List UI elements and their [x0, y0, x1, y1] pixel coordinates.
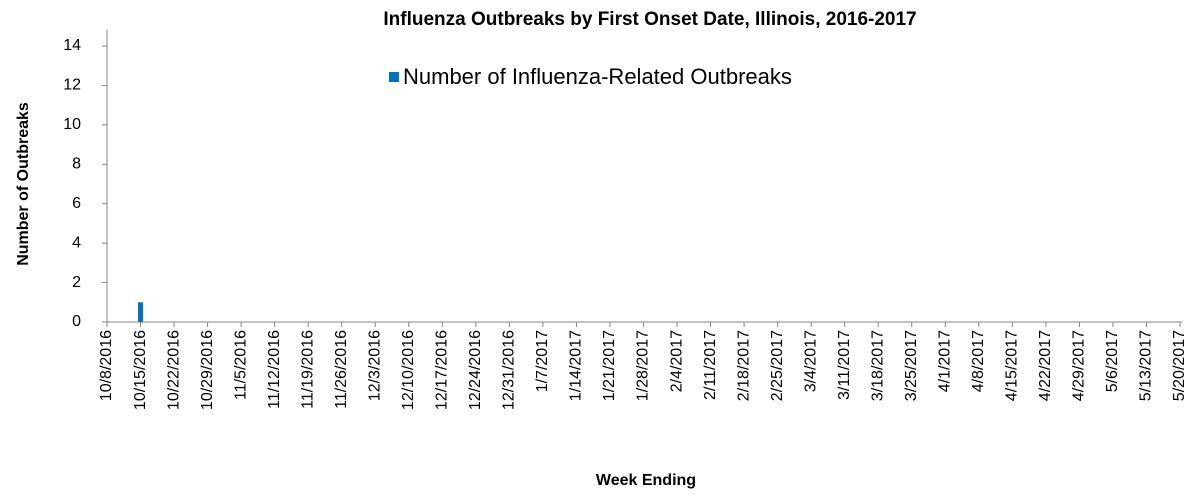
x-tick-label: 12/17/2016	[434, 330, 451, 410]
y-tick-label: 14	[63, 37, 81, 54]
x-tick-label: 4/1/2017	[937, 330, 954, 392]
x-tick-label: 10/15/2016	[132, 330, 149, 410]
y-tick-label: 0	[72, 313, 81, 330]
y-tick-label: 2	[72, 274, 81, 291]
x-tick-label: 4/15/2017	[1004, 330, 1021, 401]
x-tick-label: 2/25/2017	[769, 330, 786, 401]
legend-swatch	[389, 72, 399, 82]
x-tick-label: 11/26/2016	[333, 330, 350, 409]
x-tick-label: 5/13/2017	[1138, 330, 1155, 401]
x-tick-label: 3/18/2017	[869, 330, 886, 401]
x-tick-label: 3/11/2017	[836, 330, 853, 400]
x-tick-label: 4/22/2017	[1037, 330, 1054, 401]
x-tick-label: 4/29/2017	[1071, 330, 1088, 401]
y-tick-label: 6	[72, 195, 81, 212]
x-tick-label: 12/31/2016	[501, 330, 518, 410]
x-tick-label: 10/22/2016	[165, 330, 182, 410]
y-axis-title: Number of Outbreaks	[15, 102, 32, 266]
x-tick-label: 2/18/2017	[735, 330, 752, 401]
x-tick-label: 1/14/2017	[568, 330, 585, 401]
x-tick-label: 11/5/2016	[232, 330, 249, 400]
x-tick-label: 1/28/2017	[635, 330, 652, 401]
x-tick-label: 3/4/2017	[802, 330, 819, 392]
x-tick-label: 12/24/2016	[467, 330, 484, 410]
x-tick-label: 12/3/2016	[366, 330, 383, 401]
x-tick-label: 2/11/2017	[702, 330, 719, 400]
x-tick-label: 1/21/2017	[601, 330, 618, 401]
x-tick-label: 11/12/2016	[266, 330, 283, 409]
y-tick-label: 12	[63, 77, 81, 94]
bar	[138, 302, 144, 322]
x-axis-title: Week Ending	[596, 472, 696, 489]
x-tick-label: 5/20/2017	[1171, 330, 1188, 401]
legend-label: Number of Influenza-Related Outbreaks	[403, 64, 792, 89]
x-tick-label: 3/25/2017	[903, 330, 920, 401]
x-tick-label: 10/8/2016	[98, 330, 115, 401]
x-tick-label: 5/6/2017	[1104, 330, 1121, 392]
y-tick-label: 10	[63, 116, 81, 133]
y-tick-label: 8	[72, 156, 81, 173]
x-tick-label: 1/7/2017	[534, 330, 551, 392]
x-tick-label: 12/10/2016	[400, 330, 417, 410]
x-tick-label: 2/4/2017	[668, 330, 685, 392]
x-tick-label: 10/29/2016	[199, 330, 216, 410]
y-tick-label: 4	[72, 234, 81, 251]
chart-title: Influenza Outbreaks by First Onset Date,…	[383, 9, 916, 30]
x-tick-label: 11/19/2016	[299, 330, 316, 409]
x-tick-label: 4/8/2017	[970, 330, 987, 392]
